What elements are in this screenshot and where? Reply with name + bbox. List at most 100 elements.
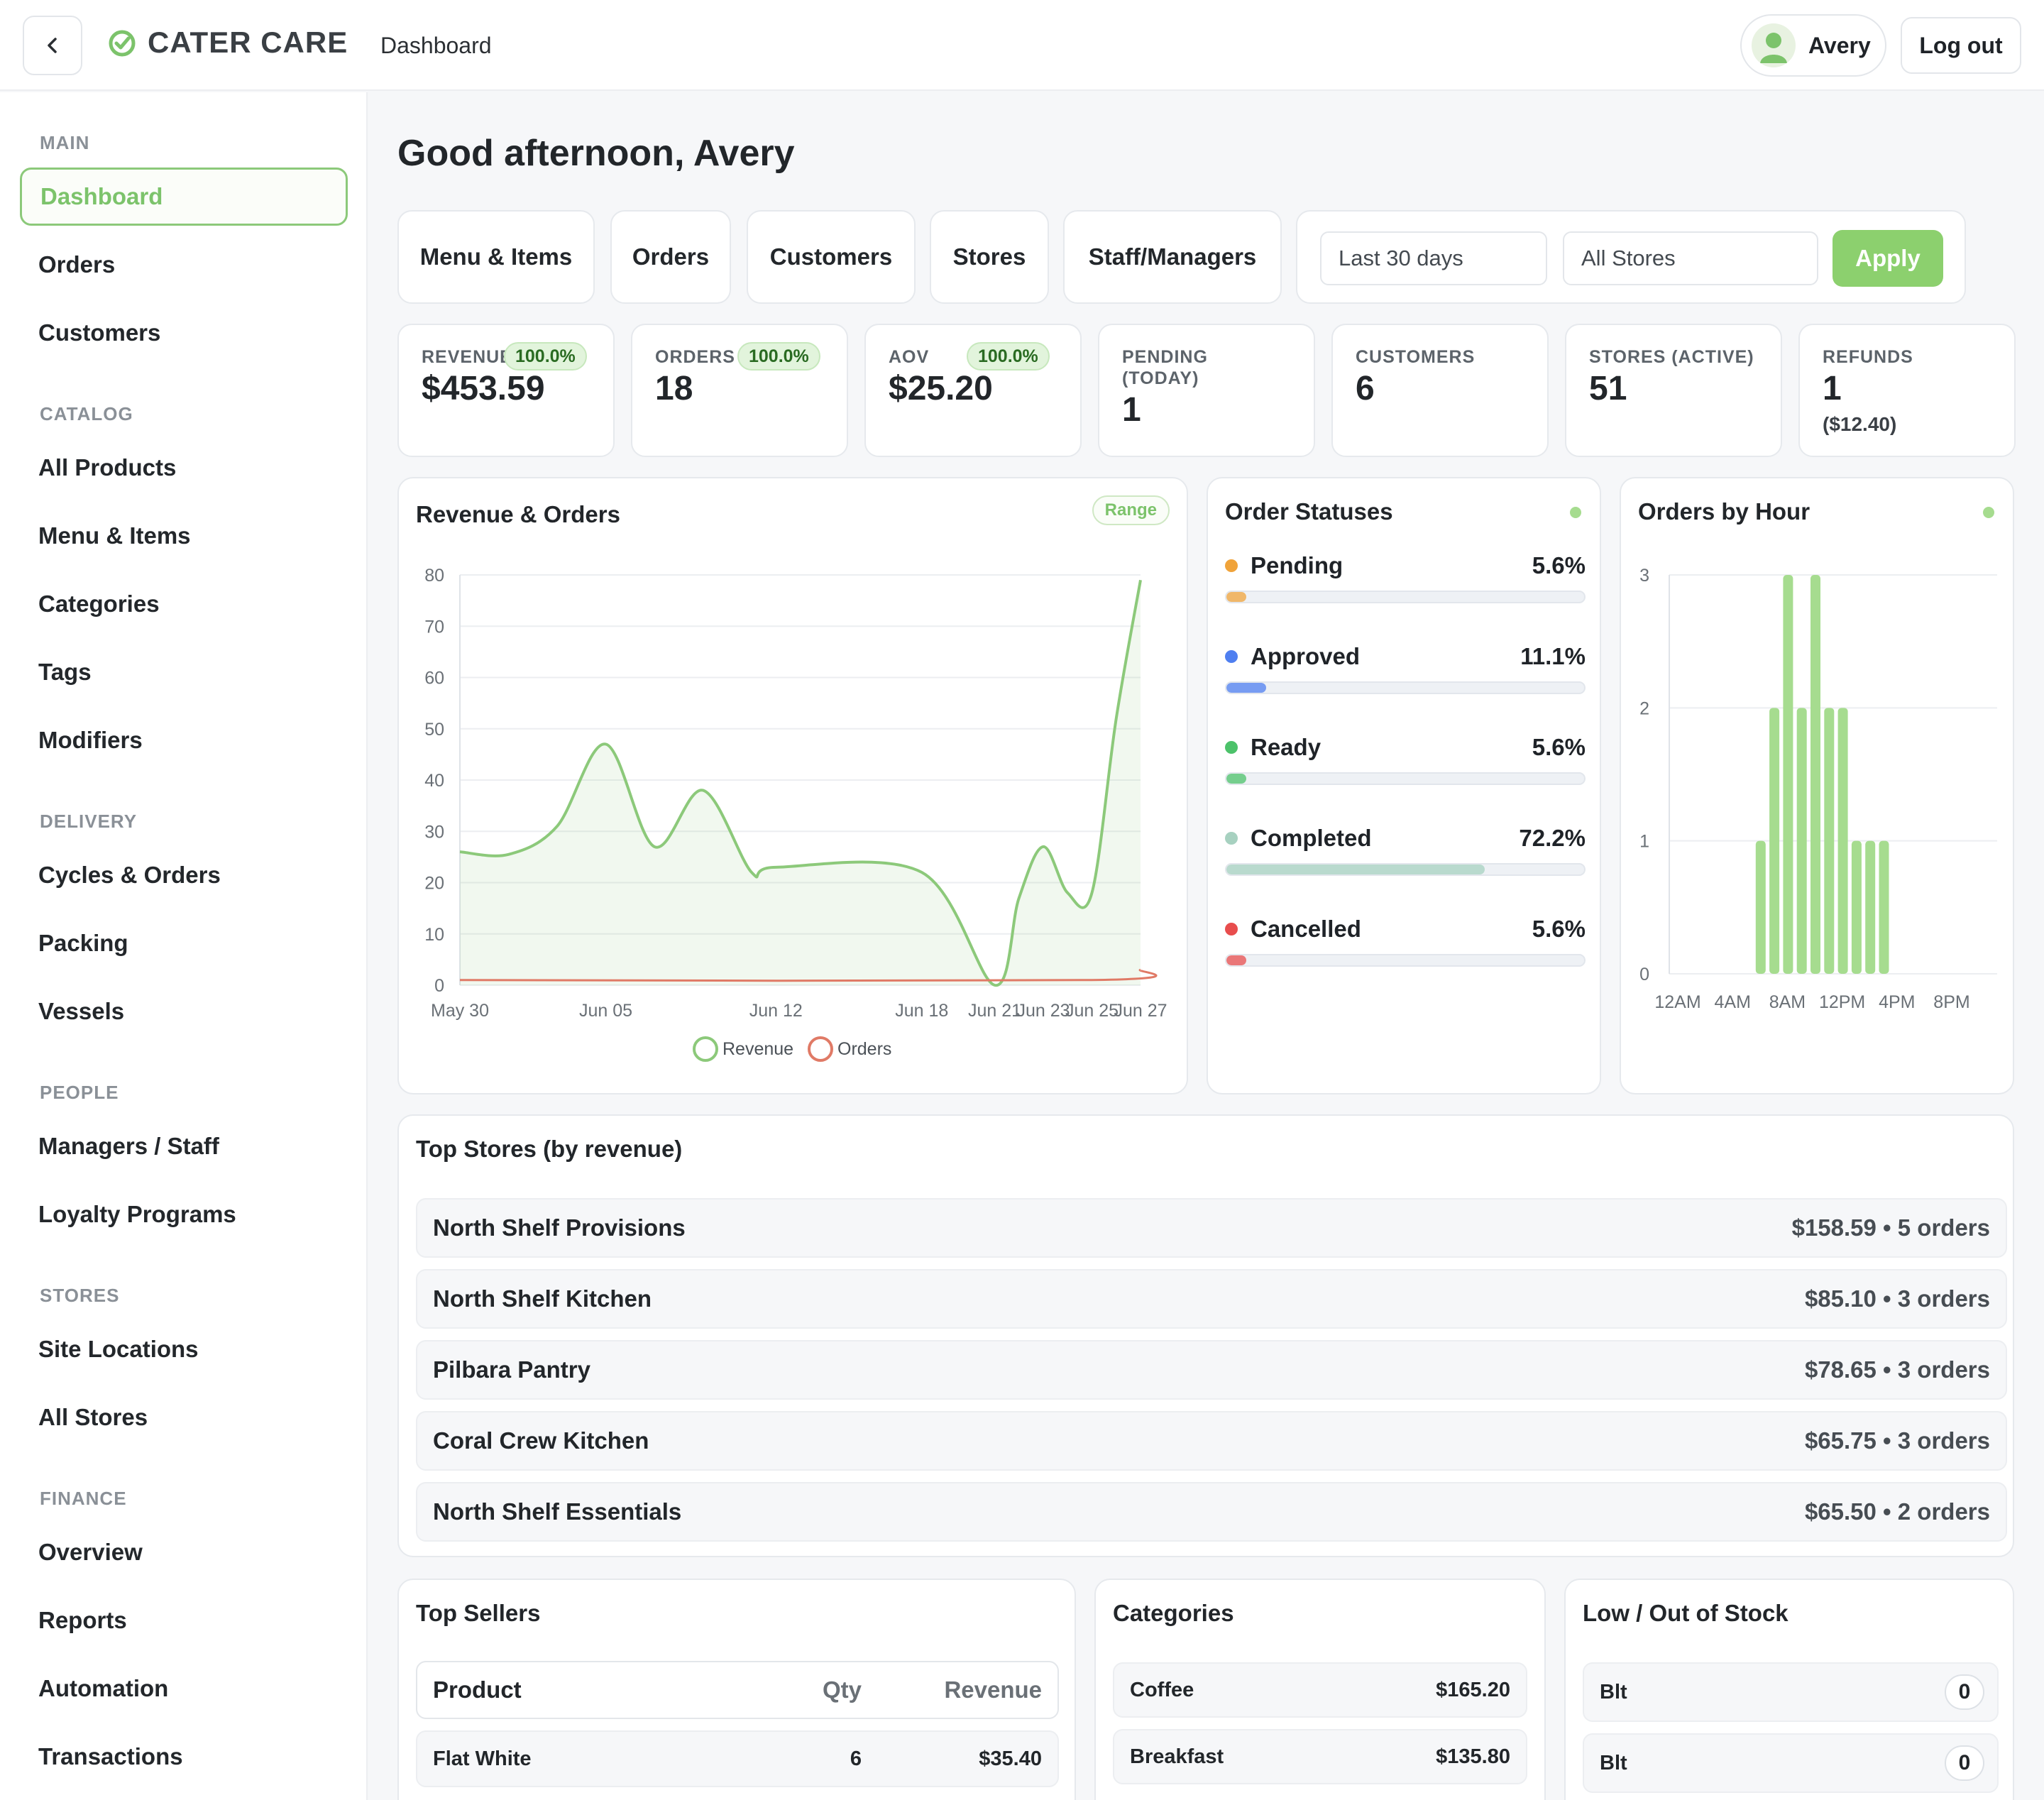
x-tick-label: 8AM xyxy=(1769,992,1806,1012)
apply-button[interactable]: Apply xyxy=(1833,230,1943,287)
sidebar-item-overview[interactable]: Overview xyxy=(38,1539,143,1565)
x-tick-label: Jun 05 xyxy=(579,1001,632,1021)
list-item[interactable]: Coffee $165.20 xyxy=(1113,1662,1527,1718)
quick-link-menu-items[interactable]: Menu & Items xyxy=(397,210,595,304)
sidebar-item-managers-staff[interactable]: Managers / Staff xyxy=(38,1133,219,1159)
sidebar-item-transactions[interactable]: Transactions xyxy=(38,1743,183,1769)
sidebar-item-reports[interactable]: Reports xyxy=(38,1607,127,1633)
x-tick-label: 4PM xyxy=(1879,992,1915,1012)
logout-button[interactable]: Log out xyxy=(1901,17,2021,74)
sidebar-item-modifiers[interactable]: Modifiers xyxy=(38,727,143,753)
sidebar-section-stores: STORES xyxy=(40,1285,120,1306)
list-item[interactable]: North Shelf Kitchen $85.10 • 3 orders xyxy=(416,1269,2007,1329)
list-item[interactable]: Pilbara Pantry $78.65 • 3 orders xyxy=(416,1340,2007,1400)
sidebar-item-menu-items[interactable]: Menu & Items xyxy=(38,522,191,549)
status-row-cancelled: Cancelled 5.6% xyxy=(1225,916,1586,967)
sidebar-item-dashboard[interactable]: Dashboard xyxy=(20,168,348,226)
kpi-label: CUSTOMERS xyxy=(1356,347,1476,367)
kpi-value: $25.20 xyxy=(889,370,993,407)
store-select[interactable]: All Stores xyxy=(1563,231,1818,285)
status-percent: 72.2% xyxy=(1519,825,1586,851)
period-select[interactable]: Last 30 days xyxy=(1320,231,1547,285)
stock-count-badge: 0 xyxy=(1945,1745,1984,1781)
status-bar-track xyxy=(1225,954,1586,967)
quick-link-staff-managers[interactable]: Staff/Managers xyxy=(1063,210,1282,304)
kpi-label: AOV xyxy=(889,347,930,367)
status-indicator-dot xyxy=(1570,507,1581,518)
store-name: Pilbara Pantry xyxy=(433,1356,590,1383)
sidebar-item-orders[interactable]: Orders xyxy=(38,251,116,278)
sidebar-section-main: MAIN xyxy=(40,132,90,153)
list-item[interactable]: Blt 0 xyxy=(1583,1662,1999,1722)
card-title: Order Statuses xyxy=(1225,498,1393,525)
x-tick-label: 4AM xyxy=(1714,992,1750,1012)
order-statuses-card: Order Statuses Pending 5.6% Approved 11.1% R… xyxy=(1207,477,1601,1094)
categories-card: Categories Coffee $165.20 Breakfast $135… xyxy=(1094,1579,1546,1800)
category-value: $165.20 xyxy=(1436,1678,1510,1701)
y-tick-label: 0 xyxy=(434,976,444,996)
list-item[interactable]: Blt 0 xyxy=(1583,1733,1999,1793)
product-cell: Flat White xyxy=(433,1747,532,1770)
logo[interactable]: CATER CARE xyxy=(106,26,348,60)
column-header-revenue[interactable]: Revenue xyxy=(944,1676,1042,1703)
revenue-cell: $35.40 xyxy=(979,1747,1042,1770)
top-stores-card: Top Stores (by revenue) North Shelf Prov… xyxy=(397,1114,2014,1557)
y-tick-label: 80 xyxy=(424,566,444,586)
user-menu[interactable]: Avery xyxy=(1740,14,1886,77)
quick-link-stores[interactable]: Stores xyxy=(930,210,1049,304)
x-tick-label: 8PM xyxy=(1933,992,1969,1012)
status-percent: 5.6% xyxy=(1532,734,1586,760)
bar xyxy=(1865,840,1876,974)
top-bar: CATER CARE Dashboard Avery Log out xyxy=(0,0,2044,91)
status-percent: 11.1% xyxy=(1520,643,1586,669)
y-tick-label: 3 xyxy=(1639,566,1649,586)
y-tick-label: 30 xyxy=(424,822,444,842)
sidebar-item-categories[interactable]: Categories xyxy=(38,591,160,617)
back-button[interactable] xyxy=(23,16,82,75)
status-bar-track xyxy=(1225,863,1586,876)
list-item[interactable]: North Shelf Provisions $158.59 • 5 order… xyxy=(416,1198,2007,1258)
status-bar-fill xyxy=(1226,955,1247,965)
x-tick-label: 12AM xyxy=(1654,992,1700,1012)
sidebar-item-loyalty-programs[interactable]: Loyalty Programs xyxy=(38,1201,236,1227)
sidebar-item-vessels[interactable]: Vessels xyxy=(38,998,125,1024)
range-button[interactable]: Range xyxy=(1092,495,1170,525)
kpi-aov: AOV 100.0% $25.20 xyxy=(864,324,1082,457)
column-header-product[interactable]: Product xyxy=(433,1676,522,1703)
kpi-value: 51 xyxy=(1589,370,1627,407)
card-title: Low / Out of Stock xyxy=(1583,1600,1788,1626)
stock-count-badge: 0 xyxy=(1945,1674,1984,1710)
bar xyxy=(1811,575,1820,974)
legend-revenue-label: Revenue xyxy=(722,1039,793,1059)
column-header-qty[interactable]: Qty xyxy=(822,1676,862,1703)
sidebar-item-tags[interactable]: Tags xyxy=(38,659,92,685)
status-row-approved: Approved 11.1% xyxy=(1225,643,1586,694)
kpi-label: STORES (ACTIVE) xyxy=(1589,347,1754,367)
orders-line xyxy=(459,968,1158,982)
status-dot xyxy=(1225,559,1238,572)
stock-item-name: Blt xyxy=(1600,1680,1627,1703)
store-name: North Shelf Kitchen xyxy=(433,1285,652,1312)
sidebar-item-automation[interactable]: Automation xyxy=(38,1675,169,1701)
y-tick-label: 2 xyxy=(1639,698,1649,718)
table-row[interactable]: Flat White 6 $35.40 xyxy=(416,1730,1059,1787)
kpi-customers: CUSTOMERS 6 xyxy=(1331,324,1549,457)
sidebar-item-all-products[interactable]: All Products xyxy=(38,454,177,481)
quick-link-orders[interactable]: Orders xyxy=(610,210,731,304)
list-item[interactable]: Coral Crew Kitchen $65.75 • 3 orders xyxy=(416,1411,2007,1471)
quick-link-customers[interactable]: Customers xyxy=(747,210,916,304)
sidebar-item-site-locations[interactable]: Site Locations xyxy=(38,1336,199,1362)
card-title: Top Sellers xyxy=(416,1600,541,1626)
revenue-line xyxy=(459,579,1142,987)
list-item[interactable]: North Shelf Essentials $65.50 • 2 orders xyxy=(416,1482,2007,1542)
status-dot xyxy=(1225,741,1238,754)
sidebar-item-packing[interactable]: Packing xyxy=(38,930,128,956)
y-tick-label: 40 xyxy=(424,771,444,791)
list-item[interactable]: Breakfast $135.80 xyxy=(1113,1729,1527,1784)
sidebar-item-cycles-orders[interactable]: Cycles & Orders xyxy=(38,862,221,888)
status-indicator-dot xyxy=(1983,507,1994,518)
sidebar-item-customers[interactable]: Customers xyxy=(38,319,161,346)
sidebar-item-all-stores[interactable]: All Stores xyxy=(38,1404,148,1430)
card-title: Orders by Hour xyxy=(1638,498,1811,525)
status-percent: 5.6% xyxy=(1532,916,1586,942)
